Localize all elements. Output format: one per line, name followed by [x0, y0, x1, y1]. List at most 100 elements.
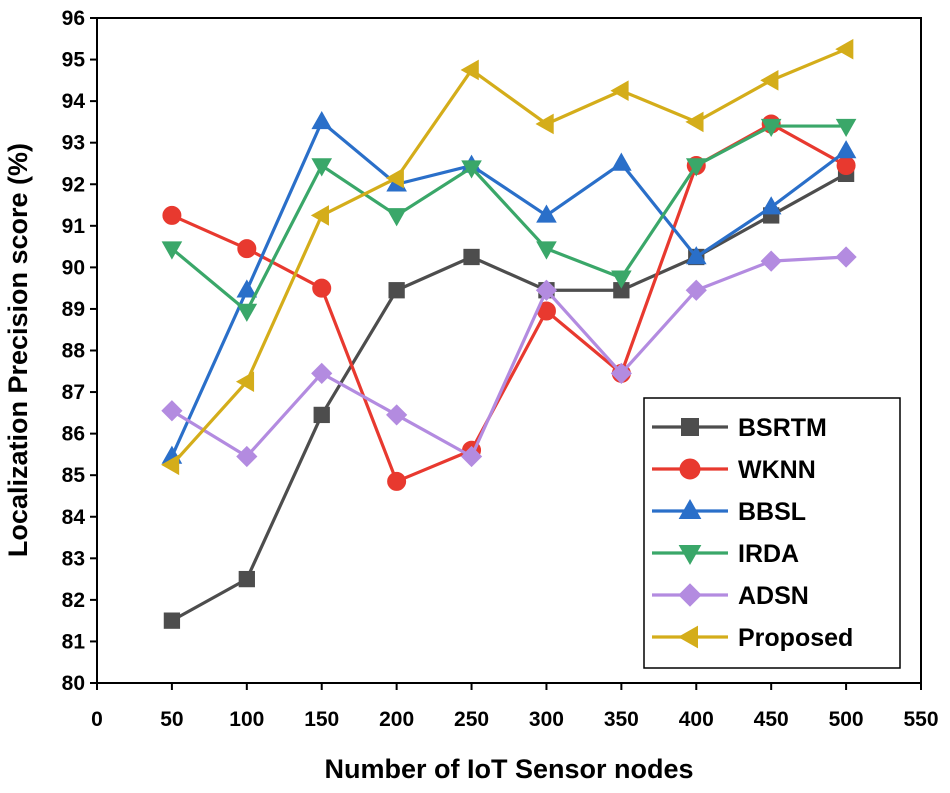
x-tick-label-250: 250	[454, 708, 489, 731]
y-tick-label-95: 95	[62, 49, 86, 72]
point-wknn-150	[312, 278, 332, 298]
x-tick-label-50: 50	[160, 708, 183, 731]
x-tick-label-200: 200	[379, 708, 414, 731]
point-proposed-100	[235, 371, 255, 392]
point-adsn-100	[236, 445, 258, 468]
x-tick-label-100: 100	[229, 708, 264, 731]
series-layer	[160, 38, 857, 629]
legend-marker-wknn	[679, 458, 701, 480]
x-tick-label-450: 450	[754, 708, 789, 731]
point-bbsl-350	[611, 152, 632, 171]
y-tick-label-92: 92	[62, 173, 85, 196]
point-bsrtm-150	[313, 406, 330, 424]
y-tick-label-81: 81	[62, 630, 86, 653]
point-wknn-500	[836, 156, 856, 176]
point-irda-400	[685, 158, 707, 177]
point-proposed-350	[610, 80, 629, 102]
legend-item-irda: IRDA	[652, 540, 799, 568]
legend-label-adsn: ADSN	[738, 582, 809, 610]
legend-marker-adsn	[678, 583, 702, 607]
series-proposed	[160, 38, 854, 476]
legend-item-bbsl: BBSL	[652, 498, 806, 526]
point-wknn-200	[387, 471, 407, 491]
point-irda-300	[536, 241, 557, 260]
y-tick-label-80: 80	[62, 672, 85, 695]
axes-layer: 0 50 100 150 200 250 300 350 400 450 500 550 80 81 82 8…	[62, 7, 939, 731]
point-bbsl-400	[685, 246, 707, 265]
legend-marker-irda	[678, 545, 702, 566]
point-bsrtm-200	[388, 282, 405, 299]
legend-label-bsrtm: BSRTM	[738, 414, 827, 442]
point-irda-350	[611, 270, 632, 289]
legend-label-wknn: WKNN	[738, 456, 816, 484]
series-line-bbsl	[170, 120, 848, 458]
series-line-irda	[170, 124, 847, 313]
series-irda	[161, 118, 857, 322]
y-tick-label-93: 93	[62, 132, 85, 155]
point-adsn-200	[386, 404, 408, 426]
point-irda-450	[760, 118, 782, 137]
series-line-proposed	[170, 47, 847, 466]
point-adsn-350	[610, 362, 632, 384]
legend-marker-proposed	[677, 625, 698, 649]
series-line-adsn	[171, 255, 847, 459]
point-irda-500	[835, 118, 857, 137]
point-irda-100	[236, 303, 258, 322]
legend: BSRTM WKNN BBSL IRDA ADSN Proposed	[643, 397, 901, 669]
x-tick-label-0: 0	[91, 708, 103, 731]
y-tick-label-91: 91	[62, 215, 86, 238]
x-tick-label-300: 300	[529, 708, 564, 731]
series-line-bsrtm	[171, 172, 847, 623]
legend-marker-bsrtm	[681, 418, 699, 436]
point-proposed-200	[385, 167, 404, 189]
point-proposed-50	[160, 454, 180, 476]
point-proposed-300	[535, 113, 554, 135]
x-tick-label-550: 550	[903, 708, 938, 731]
point-irda-250	[461, 160, 482, 179]
y-tick-label-89: 89	[62, 298, 85, 321]
x-tick-label-500: 500	[829, 708, 864, 731]
point-adsn-300	[535, 279, 558, 301]
point-bbsl-300	[536, 204, 557, 223]
legend-label-bbsl: BBSL	[738, 498, 806, 526]
legend-item-adsn: ADSN	[652, 582, 809, 610]
legend-label-irda: IRDA	[738, 540, 799, 568]
point-irda-150	[311, 158, 333, 177]
y-tick-label-85: 85	[62, 464, 86, 487]
y-tick-label-87: 87	[62, 381, 85, 404]
y-tick-label-90: 90	[62, 256, 85, 279]
y-tick-label-84: 84	[62, 506, 86, 529]
point-adsn-150	[311, 362, 333, 384]
legend-box	[643, 397, 901, 669]
point-irda-50	[161, 241, 183, 260]
point-bsrtm-100	[238, 570, 255, 588]
point-proposed-150	[310, 205, 329, 226]
y-tick-label-88: 88	[62, 340, 86, 363]
point-proposed-500	[835, 38, 854, 60]
point-bbsl-500	[835, 140, 857, 159]
legend-item-wknn: WKNN	[652, 456, 816, 484]
point-bsrtm-250	[463, 248, 480, 266]
legend-item-bsrtm: BSRTM	[652, 414, 827, 442]
y-tick-label-83: 83	[62, 547, 85, 570]
x-tick-label-350: 350	[604, 708, 639, 731]
point-bbsl-450	[760, 196, 782, 215]
y-tick-label-86: 86	[62, 423, 85, 446]
point-bbsl-150	[311, 110, 333, 130]
series-adsn	[161, 246, 857, 468]
x-tick-label-400: 400	[679, 708, 714, 731]
legend-item-proposed: Proposed	[652, 624, 853, 652]
point-irda-200	[386, 208, 407, 227]
point-proposed-400	[685, 111, 704, 133]
y-tick-label-82: 82	[62, 589, 85, 612]
point-wknn-50	[162, 205, 182, 225]
point-adsn-50	[161, 400, 183, 422]
point-wknn-100	[237, 239, 257, 259]
y-tick-label-96: 96	[62, 7, 85, 30]
legend-label-proposed: Proposed	[738, 624, 853, 652]
y-axis-title: Localization Precision score (%)	[3, 143, 33, 557]
x-tick-label-150: 150	[304, 708, 339, 731]
point-bbsl-100	[236, 279, 258, 298]
point-adsn-500	[835, 246, 857, 268]
